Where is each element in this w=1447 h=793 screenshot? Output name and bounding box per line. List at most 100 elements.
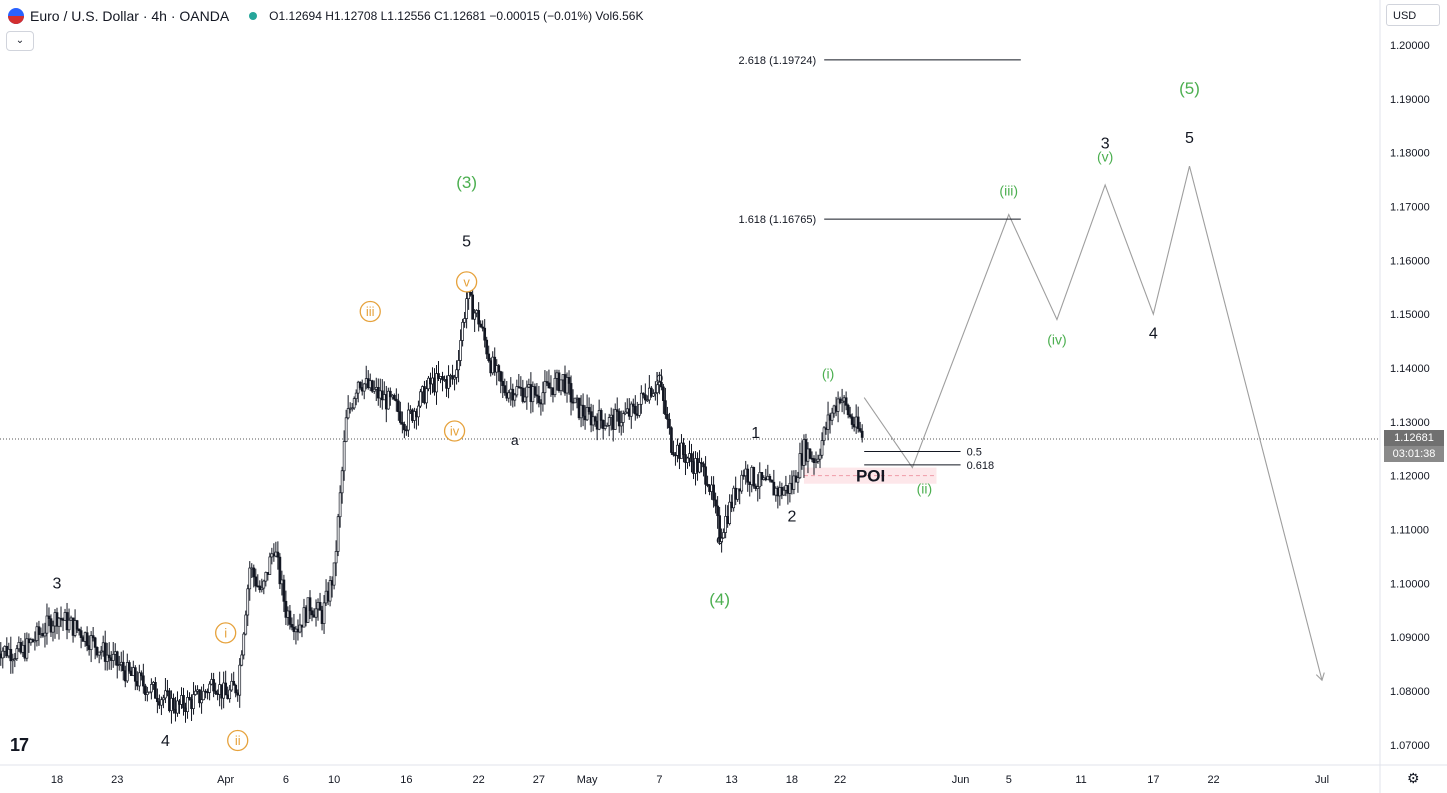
wave-label: 1 bbox=[751, 425, 760, 442]
wave-label: 2 bbox=[787, 509, 796, 526]
price-tick-label: 1.14000 bbox=[1390, 363, 1430, 375]
candle-body bbox=[198, 689, 201, 704]
candle-body bbox=[565, 377, 569, 394]
candle-body bbox=[156, 697, 159, 703]
candle-body bbox=[276, 551, 280, 558]
candle-body bbox=[15, 648, 19, 660]
candle-body bbox=[188, 697, 191, 700]
candle-body bbox=[587, 407, 591, 413]
candle-body bbox=[652, 393, 655, 397]
candle-body bbox=[278, 556, 282, 585]
candle-body bbox=[792, 475, 796, 490]
time-tick-label: 22 bbox=[473, 774, 485, 786]
candle-body bbox=[700, 462, 703, 465]
candle-body bbox=[125, 662, 129, 682]
candle-body bbox=[770, 479, 774, 483]
candle-body bbox=[543, 381, 547, 394]
candle-body bbox=[133, 667, 137, 682]
candle-body bbox=[370, 380, 374, 392]
wave-label: (v) bbox=[1097, 148, 1113, 164]
candle-body bbox=[346, 408, 350, 419]
time-tick-label: Jul bbox=[1315, 774, 1329, 786]
time-tick-label: 11 bbox=[1075, 774, 1086, 786]
candle-body bbox=[455, 369, 458, 378]
wave-label: b bbox=[655, 369, 663, 385]
candle-body bbox=[848, 414, 852, 418]
time-tick-label: 6 bbox=[283, 774, 289, 786]
candle-body bbox=[453, 376, 456, 380]
wave-label: 5 bbox=[1185, 130, 1194, 147]
wave-label: ii bbox=[235, 733, 241, 748]
candle-body bbox=[483, 327, 487, 341]
wave-label: i bbox=[224, 625, 227, 640]
candle-body bbox=[9, 648, 13, 662]
candle-body bbox=[858, 428, 862, 432]
time-tick-label: 18 bbox=[51, 774, 63, 786]
currency-selector[interactable]: USD bbox=[1386, 4, 1440, 26]
candle-body bbox=[846, 404, 850, 415]
symbol-flag-icon bbox=[8, 8, 24, 24]
candle-body bbox=[417, 405, 420, 418]
candle-body bbox=[617, 411, 621, 427]
price-tick-label: 1.15000 bbox=[1390, 309, 1430, 321]
chart-header: Euro / U.S. Dollar · 4h · OANDA O1.12694… bbox=[8, 6, 643, 26]
candle-body bbox=[724, 516, 727, 533]
candle-body bbox=[338, 492, 342, 518]
candle-body bbox=[288, 610, 292, 625]
candle-body bbox=[372, 388, 376, 392]
candle-body bbox=[228, 689, 232, 700]
candle-body bbox=[437, 373, 440, 379]
candle-body bbox=[75, 620, 79, 630]
candle-body bbox=[1, 650, 5, 659]
candle-body bbox=[471, 294, 474, 320]
collapse-legend-button[interactable]: ⌄ bbox=[6, 31, 34, 51]
price-tick-label: 1.11000 bbox=[1390, 525, 1429, 537]
settings-gear-icon[interactable]: ⚙ bbox=[1407, 770, 1420, 786]
candle-body bbox=[37, 626, 41, 635]
candle-body bbox=[176, 700, 179, 714]
candle-body bbox=[310, 610, 314, 616]
candle-body bbox=[99, 650, 103, 653]
fib-level-label: 1.618 (1.16765) bbox=[739, 214, 817, 226]
candle-body bbox=[523, 396, 527, 402]
candle-body bbox=[477, 310, 481, 325]
candle-body bbox=[702, 463, 705, 468]
candle-body bbox=[154, 682, 157, 699]
candle-body bbox=[314, 608, 318, 618]
candle-body bbox=[716, 505, 719, 517]
candle-body bbox=[127, 662, 131, 672]
candle-body bbox=[43, 632, 47, 637]
tradingview-logo[interactable]: 17 bbox=[10, 735, 29, 755]
candle-body bbox=[407, 409, 410, 431]
candle-body bbox=[115, 651, 119, 666]
candle-body bbox=[497, 365, 501, 372]
candle-body bbox=[615, 409, 619, 412]
candle-body bbox=[768, 475, 772, 481]
candle-body bbox=[535, 394, 539, 397]
wave-label: 4 bbox=[161, 733, 170, 750]
candle-body bbox=[246, 588, 250, 616]
candle-body bbox=[463, 318, 466, 323]
candle-body bbox=[581, 404, 585, 417]
candle-body bbox=[690, 453, 693, 463]
symbol-title[interactable]: Euro / U.S. Dollar · 4h · OANDA bbox=[30, 8, 230, 24]
candle-body bbox=[469, 291, 472, 296]
candle-body bbox=[814, 460, 818, 463]
candle-body bbox=[503, 385, 507, 394]
candle-body bbox=[603, 425, 607, 429]
candle-body bbox=[619, 422, 623, 427]
candle-body bbox=[336, 516, 340, 552]
price-tick-label: 1.12000 bbox=[1390, 471, 1430, 483]
candle-body bbox=[816, 458, 820, 462]
wave-label-circle bbox=[455, 271, 478, 293]
time-tick-label: 5 bbox=[1006, 774, 1012, 786]
wave-label-circle bbox=[443, 420, 466, 442]
candle-body bbox=[111, 653, 115, 661]
candle-body bbox=[547, 382, 551, 389]
candle-body bbox=[808, 448, 812, 459]
candle-body bbox=[107, 654, 111, 659]
bar-countdown: 03:01:38 bbox=[1384, 446, 1444, 462]
chevron-down-icon: ⌄ bbox=[15, 35, 25, 46]
price-tick-label: 1.17000 bbox=[1390, 202, 1430, 214]
